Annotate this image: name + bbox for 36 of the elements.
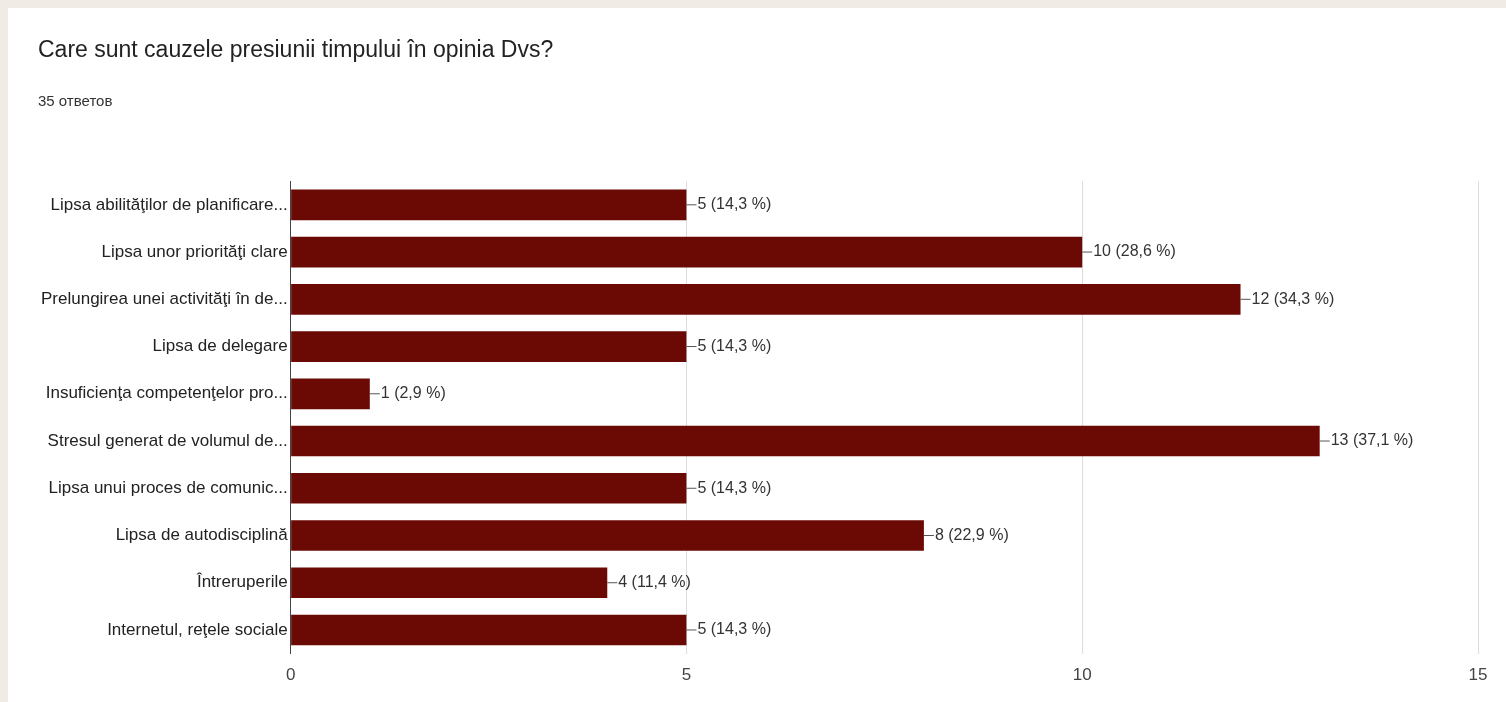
data-label: 5 (14,3 %) [697,336,772,354]
bar [291,378,370,410]
y-tick-label: Lipsa de autodisciplină [115,525,289,545]
data-label: 12 (34,3 %) [1251,289,1335,307]
y-tick-label: Lipsa abilităţilor de planificare... [50,194,288,214]
bar [291,614,687,646]
data-label: 5 (14,3 %) [697,195,772,213]
data-label: 10 (28,6 %) [1093,242,1176,260]
bar [291,331,687,362]
x-tick-label: 0 [285,665,296,685]
bar [291,425,1320,457]
data-label: 8 (22,9 %) [934,525,1009,543]
data-label: 5 (14,3 %) [697,478,772,496]
x-tick-label: 5 [681,665,692,685]
y-tick-label: Stresul generat de volumul de... [47,430,288,450]
data-label: 5 (14,3 %) [697,620,772,638]
data-label: 4 (11,4 %) [618,573,691,591]
data-label: 1 (2,9 %) [380,384,446,402]
x-tick-label: 15 [1468,665,1488,685]
data-label: 13 (37,1 %) [1330,431,1414,449]
y-tick-label: Prelungirea unei activităţi în de... [40,288,288,308]
bar [291,283,1241,315]
bar [291,236,1083,268]
x-tick-label: 10 [1072,665,1092,685]
bar [291,567,608,599]
y-tick-label: Lipsa unui proces de comunic... [48,477,288,497]
y-tick-label: Internetul, reţele sociale [107,619,288,639]
bar [291,520,924,551]
text: 35 ответов [38,92,113,109]
y-tick-label: Insuficienţa competenţelor pro... [45,383,288,403]
bar [291,189,687,221]
chart-title: Care sunt cauzele presiunii timpului în opinia Dvs? [38,36,554,63]
y-tick-label: Lipsa unor priorităţi clare [101,241,288,261]
y-tick-label: Întreruperile [195,572,288,592]
y-tick-label: Lipsa de delegare [152,336,288,356]
bar [291,472,687,504]
